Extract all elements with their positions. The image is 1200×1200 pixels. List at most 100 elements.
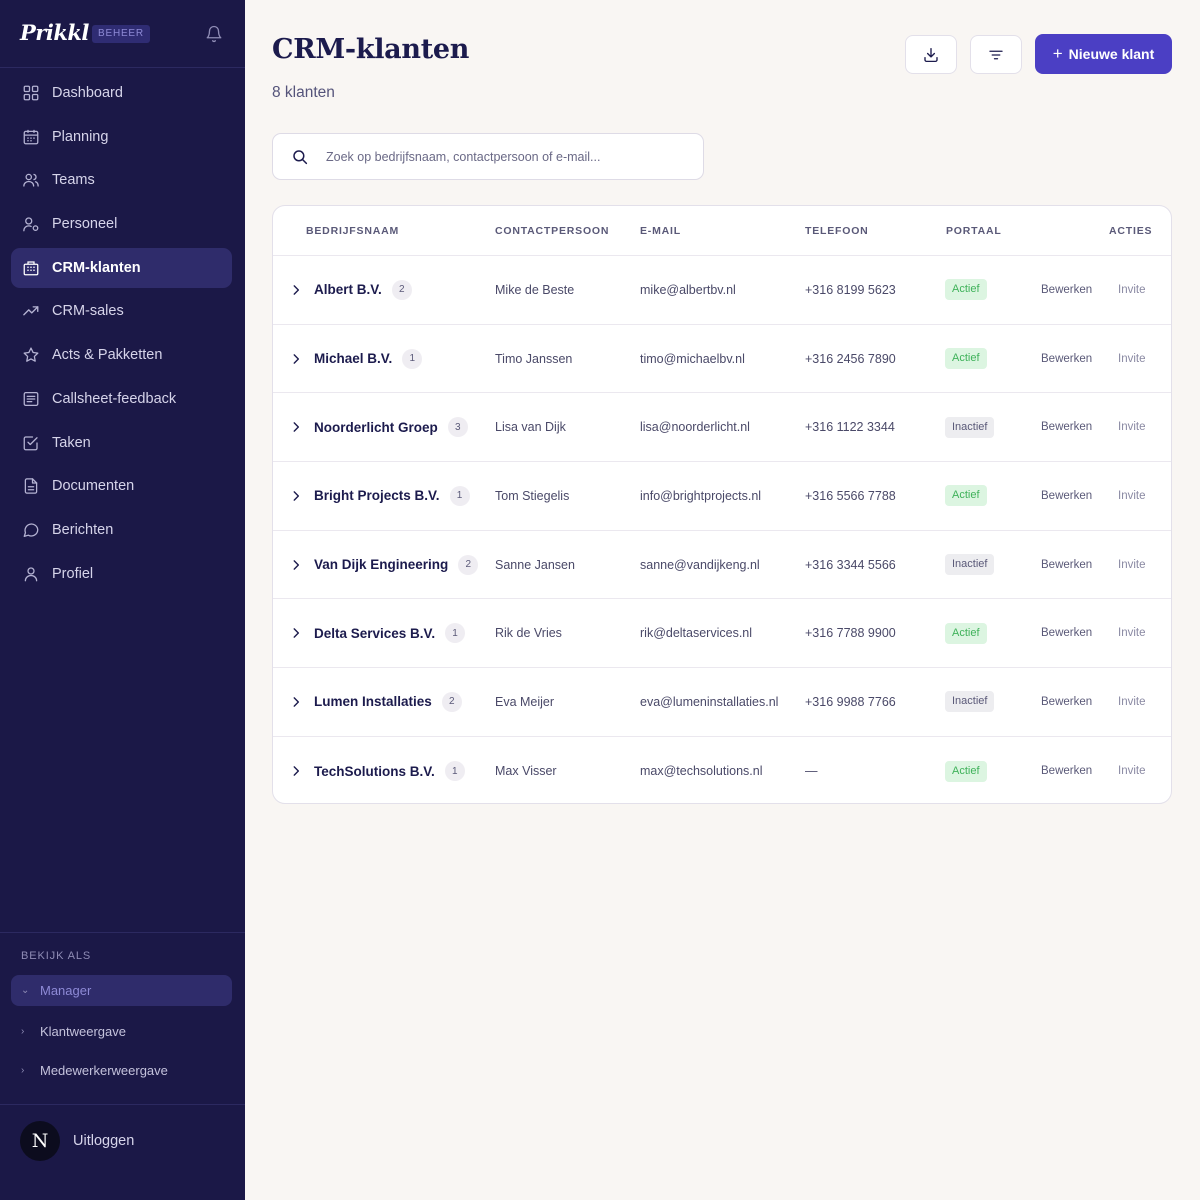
sidebar-item-callsheet-feedback[interactable]: Callsheet-feedback <box>11 379 232 419</box>
download-button[interactable] <box>905 35 957 74</box>
company-name[interactable]: Lumen Installaties <box>314 694 432 710</box>
phone: — <box>805 764 818 779</box>
invite-button[interactable]: Invite <box>1118 489 1146 502</box>
edit-button[interactable]: Bewerken <box>1041 352 1093 365</box>
expand-chevron-icon[interactable] <box>289 256 303 324</box>
portal-status-cell: Inactief <box>945 668 995 736</box>
invite-button[interactable]: Invite <box>1118 627 1146 640</box>
view-option-label: Medewerkerweergave <box>40 1062 168 1078</box>
invite-button[interactable]: Invite <box>1118 558 1146 571</box>
invite-button[interactable]: Invite <box>1118 421 1146 434</box>
sidebar-item-crm-klanten[interactable]: CRM-klanten <box>11 247 232 288</box>
expand-chevron-icon[interactable] <box>289 599 303 667</box>
expand-chevron-icon[interactable] <box>289 737 303 803</box>
company-name[interactable]: Albert B.V. <box>314 282 382 298</box>
table-row[interactable]: Albert B.V. 2 Mike de Beste mike@albertbv.n… <box>273 256 1171 325</box>
trend-up-icon <box>21 301 41 321</box>
sidebar-nav: Dashboard Planning Teams Personeel CRM-k… <box>11 73 232 597</box>
logout-button[interactable]: Uitloggen <box>73 1133 135 1149</box>
table-row[interactable]: Michael B.V. 1 Timo Janssen timo@michaelbv.… <box>273 325 1171 394</box>
chevron-down-icon: ⌄ <box>21 985 30 996</box>
company-name[interactable]: Michael B.V. <box>314 351 393 367</box>
edit-button[interactable]: Bewerken <box>1041 421 1093 434</box>
company-cell: Van Dijk Engineering 2 <box>314 531 479 599</box>
invite-button[interactable]: Invite <box>1118 352 1146 365</box>
sidebar-item-profiel[interactable]: Profiel <box>11 554 232 594</box>
sidebar-item-crm-sales[interactable]: CRM-sales <box>11 291 232 331</box>
edit-button[interactable]: Bewerken <box>1041 695 1093 708</box>
search-input[interactable] <box>326 149 686 164</box>
phone: +316 9988 7766 <box>805 694 896 709</box>
invite-button[interactable]: Invite <box>1118 283 1146 296</box>
avatar[interactable]: N <box>20 1121 60 1161</box>
sidebar-item-dashboard[interactable]: Dashboard <box>11 73 232 113</box>
email: max@techsolutions.nl <box>640 764 763 779</box>
company-cell: Bright Projects B.V. 1 <box>314 462 470 530</box>
divider <box>0 1104 245 1105</box>
sidebar-item-label: Taken <box>52 434 91 451</box>
edit-button[interactable]: Bewerken <box>1041 765 1093 778</box>
table-row[interactable]: Bright Projects B.V. 1 Tom Stiegelis info@b… <box>273 462 1171 531</box>
status-badge: Inactief <box>945 691 995 713</box>
invite-button[interactable]: Invite <box>1118 765 1146 778</box>
sidebar-item-planning[interactable]: Planning <box>11 117 232 157</box>
portal-status-cell: Inactief <box>945 531 995 599</box>
portal-status-cell: Actief <box>945 599 987 667</box>
edit-button[interactable]: Bewerken <box>1041 489 1093 502</box>
sidebar-item-teams[interactable]: Teams <box>11 160 232 200</box>
company-name[interactable]: TechSolutions B.V. <box>314 763 435 779</box>
expand-chevron-icon[interactable] <box>289 531 303 599</box>
sidebar-item-label: Callsheet-feedback <box>52 390 177 407</box>
company-name[interactable]: Delta Services B.V. <box>314 625 436 641</box>
view-as-label: BEKIJK ALS <box>21 950 92 962</box>
table-row[interactable]: Van Dijk Engineering 2 Sanne Jansen sanne@v… <box>273 531 1171 600</box>
edit-button[interactable]: Bewerken <box>1041 627 1093 640</box>
sidebar-item-documenten[interactable]: Documenten <box>11 466 232 506</box>
column-header-contactpersoon[interactable]: CONTACTPERSOON <box>495 225 610 237</box>
column-header-bedrijfsnaam[interactable]: BEDRIJFSNAAM <box>306 225 400 237</box>
view-as-selected-label: Manager <box>40 983 92 998</box>
view-option-klantweergave[interactable]: › Klantweergave <box>11 1016 232 1046</box>
chevron-right-icon: › <box>21 1025 25 1037</box>
column-header-acties: ACTIES <box>1109 225 1153 237</box>
divider <box>0 932 245 933</box>
new-client-label: Nieuwe klant <box>1068 46 1155 62</box>
edit-button[interactable]: Bewerken <box>1041 558 1093 571</box>
logo[interactable]: Prikkl <box>20 20 89 45</box>
invite-button[interactable]: Invite <box>1118 695 1146 708</box>
column-header-portaal[interactable]: PORTAAL <box>946 225 1002 237</box>
sidebar-header: Prikkl BEHEER <box>0 0 245 68</box>
new-client-button[interactable]: + Nieuwe klant <box>1035 34 1172 74</box>
company-name[interactable]: Bright Projects B.V. <box>314 488 440 504</box>
expand-chevron-icon[interactable] <box>289 668 303 736</box>
view-as-selected[interactable]: ⌄ Manager <box>11 975 232 1006</box>
expand-chevron-icon[interactable] <box>289 325 303 393</box>
plus-icon: + <box>1052 44 1063 63</box>
calendar-icon <box>21 127 41 147</box>
contact-person: Rik de Vries <box>495 626 562 641</box>
company-cell: Michael B.V. 1 <box>314 325 423 393</box>
table-row[interactable]: Noorderlicht Groep 3 Lisa van Dijk lisa@noo… <box>273 393 1171 463</box>
email: lisa@noorderlicht.nl <box>640 420 750 435</box>
company-name[interactable]: Noorderlicht Groep <box>314 419 438 435</box>
search-box[interactable] <box>272 133 704 180</box>
filter-button[interactable] <box>970 35 1022 74</box>
column-header-email[interactable]: E-MAIL <box>640 225 681 237</box>
sidebar-item-acts[interactable]: Acts & Pakketten <box>11 335 232 375</box>
edit-button[interactable]: Bewerken <box>1041 283 1093 296</box>
sidebar-item-berichten[interactable]: Berichten <box>11 510 232 550</box>
table-row[interactable]: TechSolutions B.V. 1 Max Visser max@techsol… <box>273 737 1171 803</box>
expand-chevron-icon[interactable] <box>289 462 303 530</box>
sidebar-item-personeel[interactable]: Personeel <box>11 204 232 244</box>
table-row[interactable]: Delta Services B.V. 1 Rik de Vries rik@delt… <box>273 599 1171 669</box>
sidebar-item-taken[interactable]: Taken <box>11 423 232 463</box>
document-icon <box>21 476 41 496</box>
expand-chevron-icon[interactable] <box>289 393 303 461</box>
clients-table: BEDRIJFSNAAM CONTACTPERSOON E-MAIL TELEF… <box>272 205 1172 804</box>
column-header-telefoon[interactable]: TELEFOON <box>805 225 869 237</box>
phone: +316 1122 3344 <box>805 420 895 435</box>
bell-icon[interactable] <box>205 25 223 43</box>
view-option-medewerkerweergave[interactable]: › Medewerkerweergave <box>11 1055 232 1085</box>
table-row[interactable]: Lumen Installaties 2 Eva Meijer eva@lumenin… <box>273 668 1171 737</box>
company-name[interactable]: Van Dijk Engineering <box>314 557 449 573</box>
